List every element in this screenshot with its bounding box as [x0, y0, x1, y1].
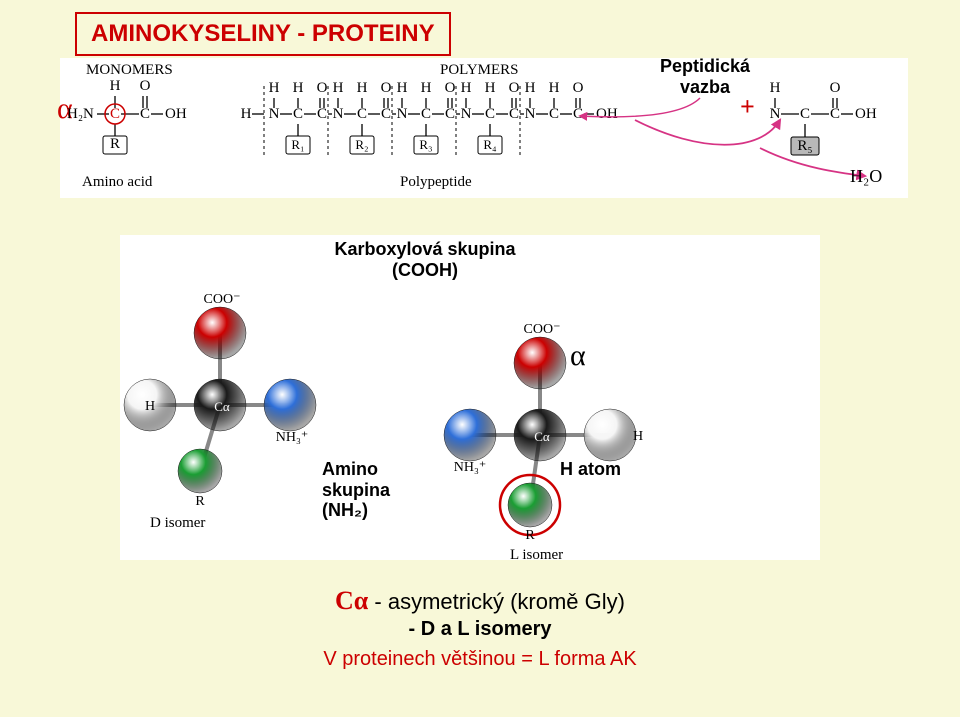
d-isomer-model: H Cα NH₃⁺ COO⁻ R [110, 275, 340, 535]
svg-text:H: H [633, 429, 643, 444]
cooh-label-1: Karboxylová skupina [334, 239, 515, 259]
l-isomer-model: H Cα NH₃⁺ COO⁻ R [420, 305, 660, 575]
calpha-C: C [335, 586, 354, 615]
top-strip: MONOMERS POLYMERS Peptidická vazba α + H… [60, 58, 908, 198]
svg-text:R: R [195, 494, 205, 509]
cooh-label: Karboxylová skupina (COOH) [320, 239, 530, 281]
d-isomer-label: D isomer [150, 515, 205, 532]
mid-strip: Karboxylová skupina (COOH) α Amino skupi… [120, 235, 820, 560]
svg-text:Cα: Cα [534, 429, 550, 444]
svg-text:R₅: R₅ [797, 138, 812, 154]
calpha-alpha: α [354, 586, 369, 615]
calpha-rest: - asymetrický (kromě Gly) [368, 589, 625, 614]
page-title: AMINOKYSELINY - PROTEINY [75, 12, 451, 56]
svg-text:O: O [830, 80, 841, 96]
svg-text:Cα: Cα [214, 399, 230, 414]
svg-text:H: H [145, 399, 155, 414]
cooh-label-2: (COOH) [392, 260, 458, 280]
svg-text:C: C [800, 106, 810, 122]
calpha-line: Cα - asymetrický (kromě Gly) [0, 586, 960, 616]
svg-text:COO⁻: COO⁻ [204, 292, 241, 307]
svg-text:NH₃⁺: NH₃⁺ [454, 460, 487, 475]
svg-text:NH₃⁺: NH₃⁺ [276, 430, 309, 445]
bottom-line-3: V proteinech většinou = L forma AK [0, 648, 960, 671]
svg-text:OH: OH [855, 106, 877, 122]
svg-text:H: H [770, 80, 781, 96]
bottom-line-2: - D a L isomery [0, 618, 960, 641]
svg-text:R: R [525, 528, 535, 543]
l-isomer-label: L isomer [510, 547, 563, 564]
svg-text:COO⁻: COO⁻ [524, 322, 561, 337]
rgroup-diagram: H O N C C OH R₅ [765, 78, 895, 178]
h2o-label: H₂O [850, 166, 882, 187]
svg-text:C: C [830, 106, 840, 122]
svg-text:N: N [770, 106, 781, 122]
